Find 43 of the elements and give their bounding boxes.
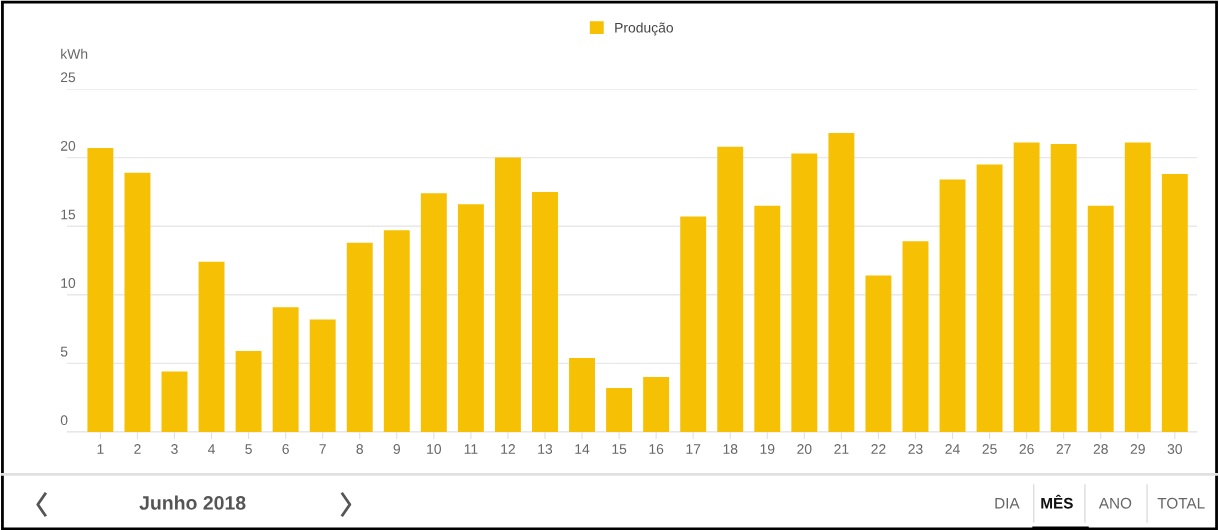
x-tick-label: 5 — [245, 444, 252, 454]
x-tick-label: 15 — [612, 444, 627, 454]
x-tick-label: 10 — [427, 444, 442, 454]
x-tick-label: 22 — [871, 444, 886, 454]
x-tick-label: 20 — [797, 444, 812, 454]
x-tick-label: 17 — [686, 444, 701, 454]
text: TOTAL — [1157, 497, 1205, 509]
y-tick-label: 0 — [60, 415, 68, 426]
x-tick-label: 30 — [1167, 444, 1183, 454]
x-tick-label: 14 — [575, 444, 590, 454]
x-tick-label: 1 — [97, 444, 104, 454]
x-tick-label: 7 — [319, 444, 326, 454]
text: Junho 2018 — [139, 495, 246, 510]
text: ANO — [1098, 497, 1132, 509]
x-tick-label: 23 — [908, 444, 923, 454]
x-tick-label: 9 — [393, 444, 400, 454]
x-tick-label: 4 — [208, 444, 215, 454]
x-tick-label: 2 — [134, 444, 141, 454]
x-tick-label: 13 — [538, 444, 553, 454]
x-tick-label: 21 — [834, 444, 849, 454]
y-tick-label: 5 — [60, 346, 68, 357]
x-tick-label: 11 — [464, 444, 478, 454]
x-tick-label: 8 — [356, 444, 363, 454]
x-tick-label: 27 — [1056, 444, 1071, 454]
y-tick-label: 20 — [60, 140, 76, 151]
y-axis-title: kWh — [61, 48, 88, 59]
x-tick-label: 26 — [1019, 444, 1034, 454]
text: MÊS — [1041, 494, 1073, 509]
x-tick-label: 3 — [171, 444, 178, 454]
x-tick-label: 24 — [945, 444, 960, 454]
x-tick-label: 16 — [649, 444, 664, 454]
x-tick-label: 29 — [1130, 444, 1145, 454]
legend-label: Produção — [615, 22, 673, 36]
text: DIA — [995, 498, 1020, 509]
x-tick-label: 6 — [282, 444, 289, 454]
y-tick-label: 15 — [61, 209, 76, 220]
x-tick-label: 18 — [723, 444, 738, 454]
x-tick-label: 25 — [982, 444, 997, 454]
x-tick-label: 12 — [501, 444, 515, 454]
x-tick-label: 19 — [760, 444, 775, 454]
y-tick-label: 10 — [61, 278, 76, 288]
y-tick-label: 25 — [60, 72, 76, 83]
x-tick-label: 28 — [1093, 444, 1108, 454]
